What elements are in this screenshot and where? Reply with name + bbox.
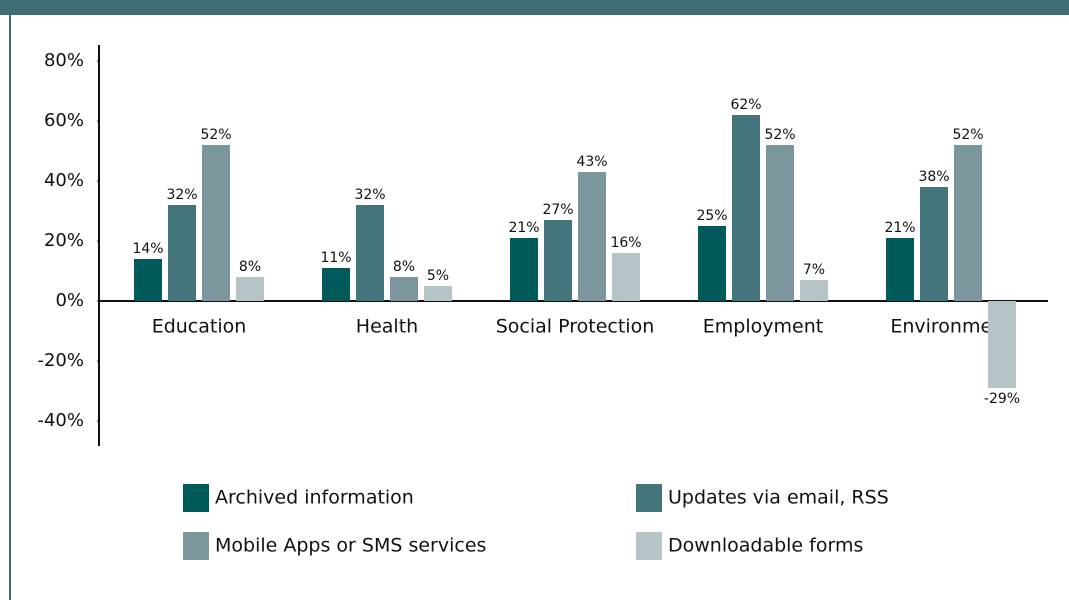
legend-swatch [183,484,209,512]
x-tick-label: Health [356,316,418,338]
value-label: 43% [576,154,607,170]
y-tick-label: -20% [37,350,84,371]
value-label: 32% [166,187,197,203]
bar [732,115,760,301]
value-label: 14% [132,241,163,257]
value-label: 52% [764,127,795,143]
value-label: 62% [730,97,761,113]
bar [424,286,452,301]
value-label: 32% [354,187,385,203]
bar [578,172,606,301]
value-label: 5% [427,268,449,284]
bar [886,238,914,301]
value-label: 38% [918,169,949,185]
value-label: 7% [803,262,825,278]
value-label: 21% [884,220,915,236]
value-label: 25% [696,208,727,224]
legend-label: Updates via email, RSS [668,487,889,509]
value-label: 27% [542,202,573,218]
left-border [9,15,11,600]
y-tick-label: 40% [44,170,84,191]
bar [988,301,1016,388]
bar [168,205,196,301]
bar [800,280,828,301]
top-bar [0,0,1069,15]
bar [134,259,162,301]
bar [322,268,350,301]
bar [920,187,948,301]
legend-label: Archived information [215,487,414,509]
value-label: 8% [393,259,415,275]
bar [202,145,230,301]
bar [766,145,794,301]
value-label: 16% [610,235,641,251]
y-tick-label: 0% [55,290,84,311]
bar [612,253,640,301]
bar [954,145,982,301]
value-label: 8% [239,259,261,275]
y-tick-label: 20% [44,230,84,251]
x-tick-label: Environment [890,316,1011,338]
bar [510,238,538,301]
x-tick-label: Employment [703,316,823,338]
legend-swatch [636,532,662,560]
y-tick-label: 60% [44,110,84,131]
x-tick-label: Social Protection [496,316,655,338]
bar [356,205,384,301]
x-tick-label: Education [152,316,247,338]
bar [544,220,572,301]
legend-label: Mobile Apps or SMS services [215,535,486,557]
y-tick-label: -40% [37,410,84,431]
legend-swatch [183,532,209,560]
value-label: 21% [508,220,539,236]
legend-label: Downloadable forms [668,535,863,557]
value-label: 11% [320,250,351,266]
value-label: -29% [984,391,1020,407]
value-label: 52% [200,127,231,143]
value-label: 52% [952,127,983,143]
y-tick-label: 80% [44,50,84,71]
bar [390,277,418,301]
bar [698,226,726,301]
legend-swatch [636,484,662,512]
bar [236,277,264,301]
